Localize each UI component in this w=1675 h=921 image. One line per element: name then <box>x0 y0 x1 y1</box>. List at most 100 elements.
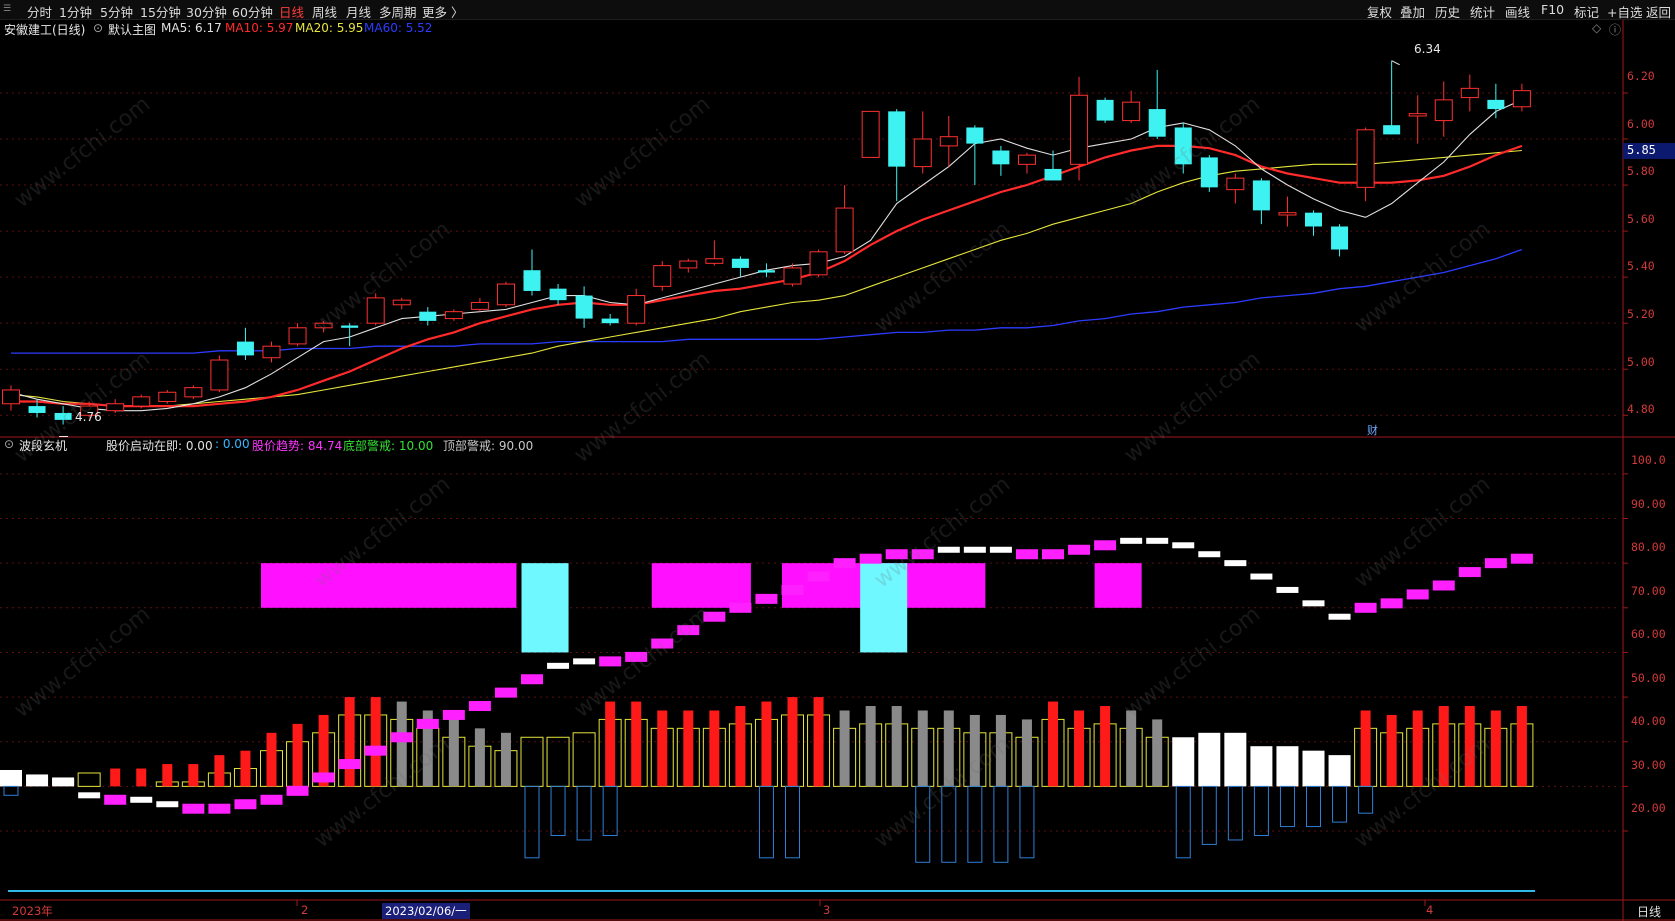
candle-body <box>1331 226 1349 250</box>
indicator-bar <box>214 755 225 787</box>
diamond-icon[interactable]: ◇ <box>1592 21 1602 35</box>
candle-body <box>523 270 541 291</box>
candle-body <box>54 412 72 420</box>
indicator-bar <box>266 732 277 787</box>
candle-body <box>392 299 411 306</box>
indicator-value-aux: : 0.00 <box>215 437 250 451</box>
tool-draw-button[interactable]: 画线 <box>1505 5 1531 20</box>
indicator-bar <box>396 701 407 787</box>
indicator-bar <box>865 706 876 787</box>
trend-dash <box>1354 602 1377 613</box>
tool-back-button[interactable]: 返回 <box>1646 5 1672 20</box>
indicator-negative-bar <box>1253 785 1269 836</box>
trend-dash <box>677 625 700 636</box>
candle-body <box>1383 125 1401 135</box>
period-tab-multi[interactable]: 多周期 <box>379 5 417 20</box>
ma10-line <box>11 144 1523 408</box>
date-label-year: 2023年 <box>12 904 53 918</box>
candle-body <box>106 403 125 412</box>
trend-dash <box>937 546 960 553</box>
trend-dash <box>0 769 22 776</box>
candle-body <box>341 325 359 328</box>
indicator-bar <box>891 706 902 787</box>
main-chart-label[interactable]: 默认主图 <box>108 23 157 37</box>
tool-history-button[interactable]: 历史 <box>1435 5 1461 20</box>
indicator-options-icon[interactable]: ⊙ <box>4 437 15 451</box>
trend-dash <box>1276 586 1299 593</box>
indicator-bar <box>162 764 173 787</box>
tool-watchlist-button[interactable]: +自选 <box>1607 5 1643 20</box>
price-panel-header: 安徽建工(日线) ⊙ 默认主图 MA5: 6.17 MA10: 5.97 MA2… <box>0 21 1622 39</box>
price-tick: 5.80 <box>1627 164 1655 178</box>
candle-body <box>575 295 593 319</box>
indicator-negative-bar <box>967 785 983 863</box>
period-tab-monthly[interactable]: 月线 <box>346 5 372 20</box>
trend-dash <box>1380 598 1403 609</box>
indicator-outline-bar <box>546 736 570 787</box>
indicator-name[interactable]: 波段玄机 <box>19 439 68 453</box>
trend-dash <box>859 553 882 564</box>
menu-icon[interactable]: ☰ <box>3 4 12 14</box>
trend-dash <box>599 656 622 667</box>
indicator-negative-bar <box>1227 785 1243 841</box>
candle-body <box>888 111 906 167</box>
candle-body <box>80 405 99 416</box>
indicator-bar <box>917 710 928 787</box>
indicator-negative-bar <box>602 785 618 836</box>
candle-body <box>1512 90 1531 108</box>
ma10-value: MA10: 5.97 <box>225 21 294 35</box>
indicator-bar <box>240 750 251 787</box>
info-icon[interactable]: ⓘ <box>1609 23 1622 37</box>
candle-body <box>1460 87 1479 99</box>
trend-dash <box>442 709 465 720</box>
period-tab-more[interactable]: 更多 〉 <box>422 5 464 20</box>
main-chart-options-icon[interactable]: ⊙ <box>93 21 104 35</box>
candle-body <box>861 110 880 158</box>
indicator-bar <box>1464 706 1475 787</box>
period-tab-intraday[interactable]: 分时 <box>27 5 53 20</box>
candle-body <box>132 396 151 407</box>
indicator-bar <box>1021 719 1032 787</box>
trend-dash <box>52 778 75 785</box>
period-tab-1min[interactable]: 1分钟 <box>59 5 92 20</box>
period-tab-weekly[interactable]: 周线 <box>312 5 338 20</box>
indicator-bar <box>735 706 746 787</box>
indicator-negative-bar <box>993 785 1009 863</box>
tool-mark-button[interactable]: 标记 <box>1574 5 1600 20</box>
period-tab-daily[interactable]: 日线 <box>279 5 305 20</box>
indicator-negative-bar <box>1306 785 1321 828</box>
indicator-bar <box>787 697 798 787</box>
top-toolbar: ☰ 分时 1分钟 5分钟 15分钟 30分钟 60分钟 日线 周线 月线 多周期… <box>0 0 1675 20</box>
period-tab-60min[interactable]: 60分钟 <box>232 5 273 20</box>
price-tick: 6.20 <box>1627 69 1655 83</box>
tool-adjust-button[interactable]: 复权 <box>1367 5 1393 20</box>
tool-f10-button[interactable]: F10 <box>1541 2 1565 17</box>
tool-overlay-button[interactable]: 叠加 <box>1400 5 1426 20</box>
tool-stats-button[interactable]: 统计 <box>1470 5 1496 20</box>
candle-body <box>28 406 46 413</box>
period-tab-15min[interactable]: 15分钟 <box>140 5 181 20</box>
price-tick: 5.00 <box>1627 355 1655 369</box>
candle-body <box>1096 99 1114 121</box>
trend-dash <box>338 759 361 770</box>
candle-body <box>1226 177 1245 191</box>
candle-body <box>1044 168 1062 181</box>
period-switch-button[interactable]: 日线 <box>1637 905 1662 919</box>
trend-dash <box>1015 549 1038 560</box>
indicator-bar <box>1386 714 1397 787</box>
candle-body <box>835 207 854 253</box>
period-tab-5min[interactable]: 5分钟 <box>100 5 133 20</box>
finance-event-marker[interactable]: 财 <box>1367 424 1378 437</box>
indicator-tick: 100.0 <box>1631 453 1666 467</box>
indicator-bar <box>1276 746 1299 787</box>
indicator-bar <box>1302 750 1325 787</box>
indicator-bar <box>839 710 850 787</box>
trend-dash <box>1224 560 1247 567</box>
candle-body <box>419 311 437 321</box>
trend-dash <box>833 558 856 569</box>
date-label-apr: 4 <box>1426 903 1434 917</box>
period-tab-30min[interactable]: 30分钟 <box>186 5 227 20</box>
indicator-negative-bar <box>1201 785 1217 845</box>
trend-dash <box>807 571 830 582</box>
